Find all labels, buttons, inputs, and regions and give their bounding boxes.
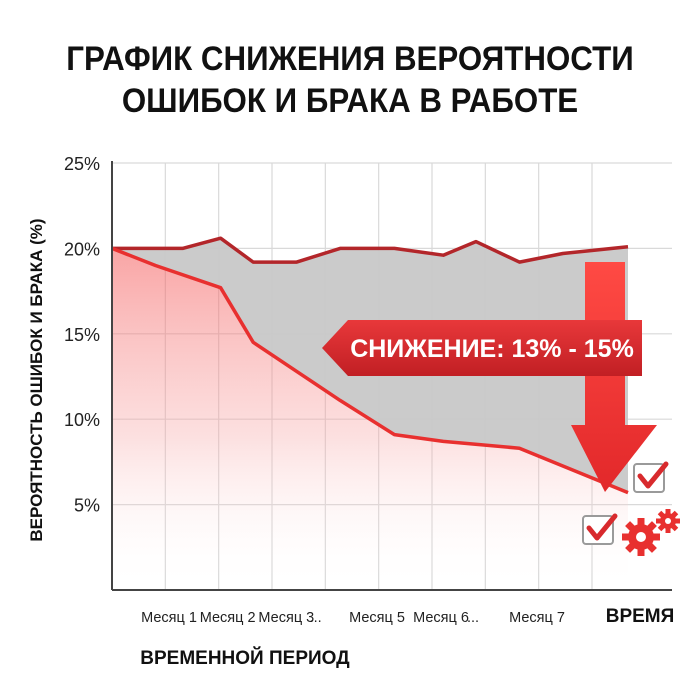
chart-title: ГРАФИК СНИЖЕНИЯ ВЕРОЯТНОСТИ ОШИБОК И БРА… [28,38,672,122]
x-tick-label: Месяц 1 [141,610,197,626]
improved-series-line [111,246,629,495]
time-axis-label: ВРЕМЯ [605,606,675,627]
y-tick-label: 10% [64,410,100,430]
x-tick-label: Месяц 6 [413,610,469,626]
gears-icon [622,509,680,556]
baseline-series-line [112,236,629,264]
checkbox-check-icon [582,513,618,545]
x-tick-label: Месяц 3 [258,610,314,626]
banner-text: СНИЖЕНИЕ: 13% - 15% [350,335,634,363]
x-tick-label: ... [310,610,322,626]
down-arrow-icon [571,262,657,492]
x-tick-label: Месяц 2 [200,610,256,626]
x-axis-label: ВРЕМЕННОЙ ПЕРИОД [140,648,350,669]
axes [111,161,672,591]
x-tick-label: ... [467,610,479,626]
y-tick-label: 20% [64,239,100,259]
y-tick-label: 15% [64,325,100,345]
x-tick-label: Месяц 5 [349,610,405,626]
x-tick-label: Месяц 7 [509,610,565,626]
reduction-banner: СНИЖЕНИЕ: 13% - 15% [322,320,642,376]
tick-labels: 25%20%15%10%5%Месяц 1 Месяц 2 Месяц 3... Ме… [64,154,565,626]
y-tick-label: 5% [74,496,100,516]
checkbox-check-icon [633,461,669,493]
y-tick-label: 25% [64,154,100,174]
title-line-1: ГРАФИК СНИЖЕНИЯ ВЕРОЯТНОСТИ [66,40,634,78]
error-probability-fill [112,248,628,590]
title-line-2: ОШИБОК И БРАКА В РАБОТЕ [121,82,579,120]
